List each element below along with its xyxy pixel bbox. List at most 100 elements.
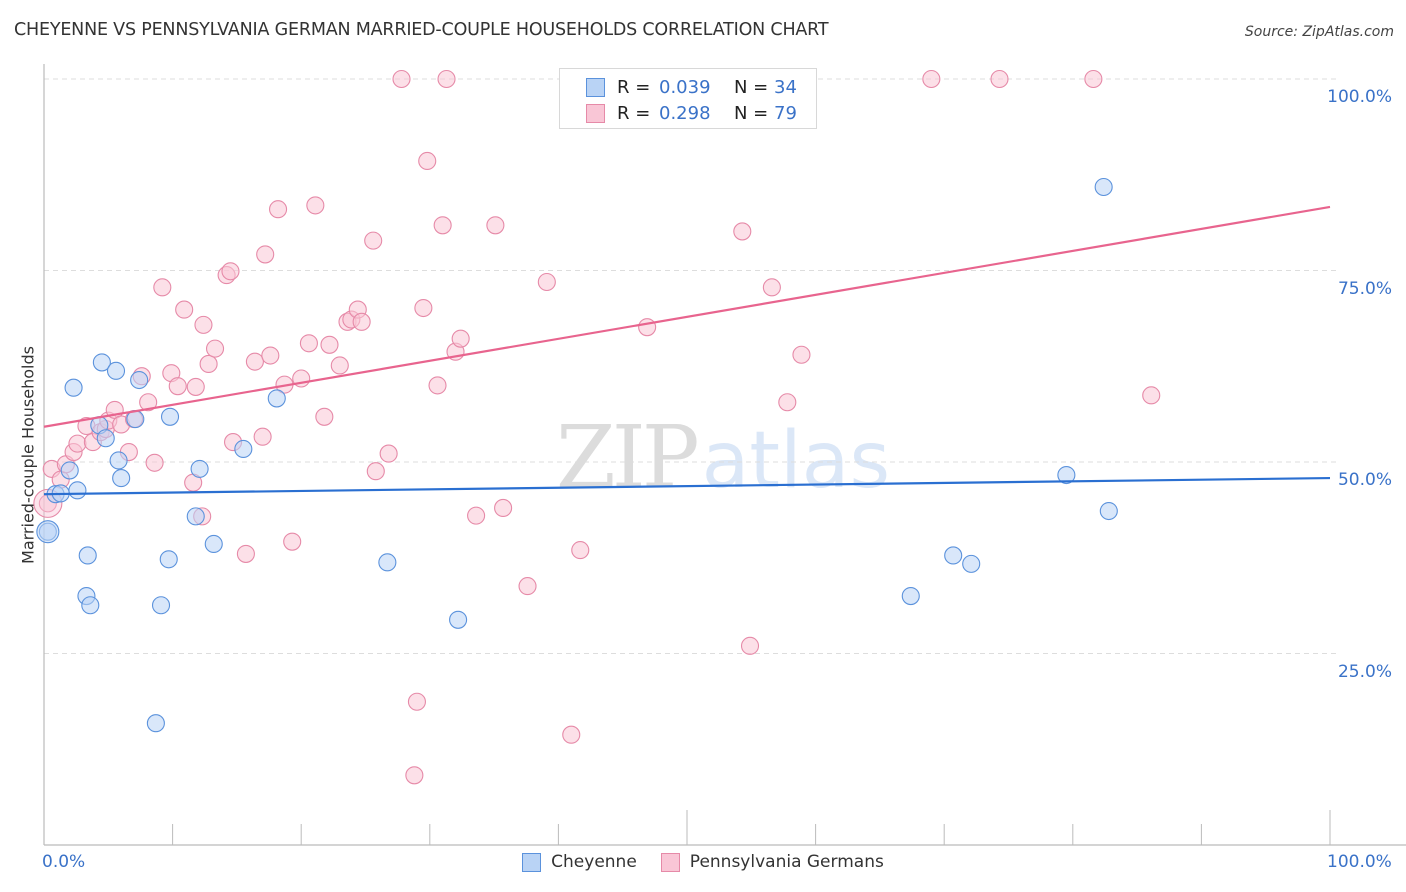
cheyenne-swatch-icon — [586, 77, 605, 97]
pa-germans-r-value: 0.298 — [659, 102, 711, 124]
data-point — [392, 69, 411, 89]
data-point — [467, 506, 486, 525]
data-point — [60, 461, 79, 480]
cheyenne-r-value: 0.039 — [659, 76, 711, 98]
data-point — [106, 361, 126, 380]
x-tick-0: 0.0% — [42, 852, 86, 872]
series-cheyenne — [36, 177, 1118, 733]
stats-row-pennsylvania-germans: R = 0.298 N = 79 — [586, 102, 797, 124]
data-point — [204, 534, 223, 554]
data-point — [153, 278, 172, 297]
pa-germans-n-value: 79 — [774, 102, 797, 124]
data-point — [92, 353, 111, 372]
data-point — [146, 714, 165, 733]
data-point — [418, 151, 437, 171]
data-point — [160, 407, 180, 426]
data-point — [315, 407, 334, 426]
data-point — [81, 596, 100, 615]
legend-item-pennsylvania-germans[interactable]: Pennsylvania Germans — [660, 852, 884, 872]
data-point — [364, 231, 383, 250]
data-point — [1084, 69, 1103, 89]
data-point — [1099, 501, 1118, 521]
data-point — [792, 345, 811, 364]
data-point — [379, 444, 398, 463]
y-tick-100: 100.0% — [1327, 87, 1392, 107]
data-point — [571, 541, 590, 560]
data-point — [145, 453, 164, 472]
cheyenne-legend-swatch-icon — [522, 852, 542, 872]
data-point — [139, 393, 158, 412]
data-point — [320, 335, 339, 354]
data-point — [407, 692, 426, 711]
data-point — [221, 262, 240, 281]
data-point — [1094, 177, 1113, 197]
x-tick-100: 100.0% — [1327, 852, 1392, 872]
stats-row-cheyenne: R = 0.039 N = 34 — [586, 76, 797, 98]
data-point — [299, 334, 318, 353]
data-point — [944, 546, 963, 565]
data-point — [330, 356, 349, 375]
data-point — [168, 377, 187, 396]
data-point — [245, 352, 264, 371]
data-point — [234, 439, 253, 459]
data-point — [562, 725, 581, 744]
data-point — [449, 610, 468, 629]
data-point — [428, 376, 447, 395]
y-tick-75: 75.0% — [1337, 278, 1392, 299]
data-point — [109, 451, 128, 470]
data-point — [740, 636, 760, 655]
data-point — [190, 459, 209, 478]
data-point — [256, 245, 275, 264]
data-point — [112, 469, 131, 488]
chart-legend: Cheyenne Pennsylvania Germans — [0, 852, 1406, 872]
series-pennsylvania-germans — [33, 69, 1161, 785]
data-point — [269, 200, 288, 219]
data-point — [405, 766, 424, 785]
data-point — [433, 216, 452, 235]
data-point — [733, 222, 752, 241]
y-axis-label: Married-couple Households — [18, 346, 38, 564]
data-point — [64, 378, 83, 397]
data-point — [68, 434, 87, 453]
data-point — [437, 69, 456, 89]
data-point — [638, 318, 657, 337]
source-label: Source: ZipAtlas.com — [1244, 24, 1394, 40]
gridlines — [44, 78, 1336, 654]
data-point — [414, 298, 433, 318]
correlation-stats-box: R = 0.039 N = 34 R = 0.298 N = 79 — [559, 68, 817, 129]
data-point — [267, 389, 286, 408]
data-point — [283, 532, 302, 551]
data-point — [186, 377, 205, 396]
data-point — [378, 553, 397, 572]
y-tick-50: 50.0% — [1337, 470, 1392, 490]
data-point — [451, 329, 470, 348]
data-point — [186, 507, 205, 526]
data-point — [366, 462, 385, 481]
axes — [43, 64, 1406, 846]
data-point — [151, 596, 171, 615]
data-point — [352, 312, 371, 331]
data-point — [130, 370, 149, 390]
watermark-logo: ZIPatlas — [556, 408, 891, 508]
data-point — [194, 315, 213, 334]
data-point — [778, 393, 797, 412]
data-point — [96, 429, 115, 448]
data-point — [922, 69, 941, 89]
cheyenne-trendline — [43, 476, 1331, 496]
data-point — [537, 272, 556, 292]
legend-item-cheyenne[interactable]: Cheyenne — [522, 852, 637, 872]
data-point — [159, 550, 178, 569]
data-point — [901, 586, 920, 606]
y-tick-25: 25.0% — [1337, 661, 1392, 682]
data-point — [78, 546, 97, 565]
pa-germans-legend-swatch-icon — [660, 852, 680, 872]
trendlines — [43, 205, 1331, 496]
data-point — [175, 300, 194, 319]
cheyenne-n-value: 34 — [774, 76, 797, 98]
data-point — [518, 577, 537, 596]
data-point — [962, 554, 981, 573]
pa-germans-trendline — [43, 205, 1331, 428]
data-point — [199, 354, 218, 374]
data-point — [68, 481, 87, 500]
